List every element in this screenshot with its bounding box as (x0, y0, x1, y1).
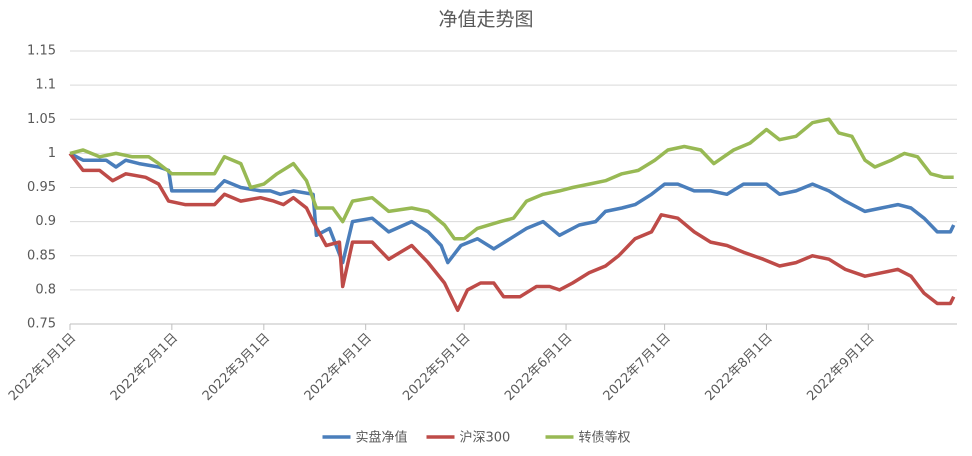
y-tick-label: 1.15 (27, 44, 56, 59)
legend-label: 沪深300 (460, 430, 511, 446)
y-tick-label: 1 (48, 146, 56, 161)
y-tick-label: 0.9 (35, 214, 56, 229)
y-tick-label: 1.05 (27, 112, 56, 127)
x-tick-label: 2022年9月1日 (804, 331, 877, 404)
series-line (68, 152, 956, 313)
y-tick-label: 0.8 (35, 282, 56, 297)
legend-label: 转债等权 (579, 430, 631, 446)
x-tick-label: 2022年3月1日 (200, 331, 273, 404)
series-line (69, 117, 954, 241)
x-tick-label: 2022年6月1日 (502, 331, 575, 404)
series-line (69, 151, 956, 265)
x-tick-label: 2022年4月1日 (302, 331, 375, 404)
y-tick-label: 0.85 (27, 248, 56, 263)
x-tick-label: 2022年2月1日 (108, 331, 181, 404)
x-tick-label: 2022年7月1日 (601, 331, 674, 404)
y-tick-label: 0.75 (27, 317, 56, 332)
x-tick-label: 2022年5月1日 (400, 331, 473, 404)
y-tick-label: 1.1 (35, 78, 56, 93)
x-tick-label: 2022年8月1日 (702, 331, 775, 404)
legend: 实盘净值 沪深300 转债等权 (322, 430, 631, 446)
chart-title: 净值走势图 (438, 9, 533, 31)
x-tick-label: 2022年1月1日 (6, 331, 79, 404)
y-tick-label: 0.95 (27, 180, 56, 195)
legend-label: 实盘净值 (356, 430, 408, 446)
